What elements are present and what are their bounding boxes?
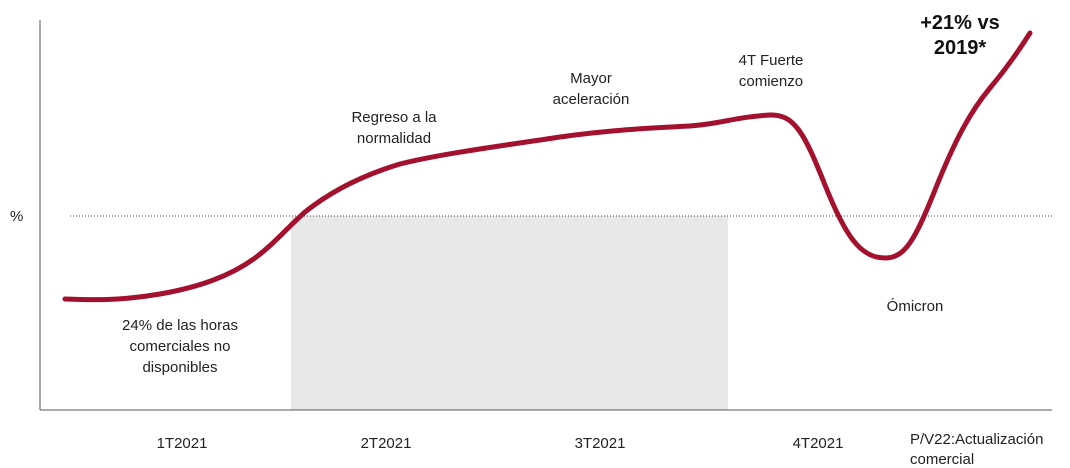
x-label: P/V22:Actualización comercial: [910, 431, 1043, 468]
annotation: 24% de las horas comerciales no disponible…: [122, 317, 238, 376]
annotation: 4T Fuerte comienzo: [739, 52, 804, 90]
annotation: Ómicron: [887, 298, 944, 315]
annotation-line: aceleración: [553, 91, 630, 108]
annotation: Mayor aceleración: [553, 70, 630, 108]
x-label-line: comercial: [910, 451, 974, 468]
annotation-line: 2019*: [934, 37, 986, 59]
annotation-line: Regreso a la: [351, 109, 437, 126]
x-label-line: 4T2021: [793, 435, 844, 452]
x-label-line: P/V22:Actualización: [910, 431, 1043, 448]
annotation-line: comerciales no: [130, 338, 231, 355]
y-axis-label: %: [10, 208, 23, 225]
annotation-line: Mayor: [570, 70, 612, 87]
annotation-line: +21% vs: [920, 12, 1000, 34]
annotation: +21% vs 2019*: [920, 12, 1000, 59]
x-label: 3T2021: [575, 435, 626, 452]
annotation-line: Ómicron: [887, 298, 944, 315]
trend-curve: [62, 30, 1033, 303]
x-label: 1T2021: [157, 435, 208, 452]
x-label-line: 2T2021: [361, 435, 412, 452]
annotation-line: comienzo: [739, 73, 803, 90]
shaded-region: [291, 216, 728, 410]
x-label: 4T2021: [793, 435, 844, 452]
x-label-line: 1T2021: [157, 435, 208, 452]
annotation-line: 24% de las horas: [122, 317, 238, 334]
x-label-line: 3T2021: [575, 435, 626, 452]
annotation-line: 4T Fuerte: [739, 52, 804, 69]
annotation-line: normalidad: [357, 130, 431, 147]
annotation-line: disponibles: [142, 359, 217, 376]
x-label: 2T2021: [361, 435, 412, 452]
annotation: Regreso a la normalidad: [351, 109, 437, 147]
